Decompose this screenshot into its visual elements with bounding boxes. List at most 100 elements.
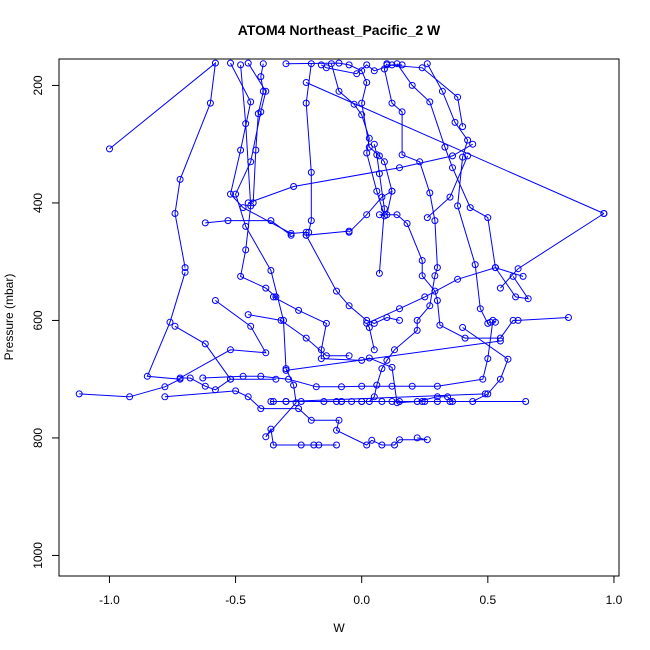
data-point	[272, 375, 280, 383]
data-point	[370, 346, 378, 354]
data-point	[365, 324, 373, 331]
data-point	[262, 284, 270, 292]
data-point	[350, 100, 358, 108]
data-point	[244, 311, 252, 319]
data-point	[345, 302, 353, 310]
data-point	[418, 64, 426, 72]
data-point	[186, 374, 194, 382]
data-point	[249, 199, 257, 207]
x-axis: -1.0 -0.5 0.0 0.5 1.0	[99, 576, 623, 607]
series-line-16	[426, 155, 469, 218]
data-point	[254, 110, 262, 118]
x-tick-label: 0.5	[479, 593, 496, 607]
y-tick-label: 400	[31, 193, 45, 213]
series-line-31	[373, 144, 385, 274]
data-point	[370, 67, 378, 75]
data-point	[413, 316, 421, 324]
series-line-30	[248, 143, 473, 204]
data-point	[408, 81, 416, 89]
data-point	[227, 59, 234, 67]
data-point	[267, 217, 275, 225]
data-point	[433, 393, 441, 401]
data-point	[239, 204, 247, 212]
data-point	[358, 111, 366, 119]
data-point	[491, 318, 499, 326]
data-point	[504, 355, 512, 363]
data-point	[388, 363, 396, 371]
data-point	[363, 211, 371, 219]
x-axis-label: W	[333, 621, 345, 635]
data-point	[370, 140, 378, 148]
data-point	[272, 293, 280, 301]
data-point	[335, 416, 343, 424]
plot-frame	[58, 58, 620, 577]
data-point	[396, 398, 403, 405]
series-line-6	[205, 220, 292, 236]
data-point	[227, 346, 234, 354]
data-point	[161, 383, 169, 391]
data-point	[317, 61, 325, 69]
series-line-3	[178, 300, 267, 391]
data-point	[345, 228, 353, 236]
data-point	[358, 398, 366, 405]
data-point	[317, 346, 325, 354]
data-point	[232, 387, 240, 395]
data-point	[297, 441, 305, 449]
data-point	[290, 183, 298, 190]
data-point	[267, 267, 275, 274]
data-point	[252, 146, 260, 154]
data-point	[161, 393, 169, 401]
data-point	[307, 416, 315, 424]
data-point	[363, 79, 371, 86]
data-point	[421, 398, 429, 405]
data-point	[302, 231, 310, 239]
data-point	[181, 264, 189, 272]
series-line-33	[348, 190, 393, 233]
data-point	[358, 382, 366, 390]
series-line-9	[305, 63, 312, 233]
data-point	[302, 334, 310, 342]
data-point	[257, 405, 265, 413]
data-point	[363, 149, 371, 157]
series-line-14	[426, 63, 491, 325]
data-point	[491, 264, 499, 272]
data-point	[438, 87, 446, 95]
y-tick-label: 200	[31, 75, 45, 95]
data-point	[201, 382, 209, 390]
data-point	[396, 164, 403, 172]
data-point	[320, 398, 328, 405]
series-line-12	[341, 63, 438, 402]
data-point	[338, 383, 345, 391]
data-point	[290, 381, 298, 389]
data-point	[365, 134, 373, 142]
data-point	[418, 272, 426, 280]
series-line-0	[235, 62, 337, 446]
data-point	[373, 151, 381, 159]
data-point	[479, 375, 487, 383]
data-point	[449, 164, 456, 172]
data-point	[237, 146, 245, 154]
data-point	[413, 326, 421, 334]
data-point	[433, 398, 441, 405]
data-point	[257, 73, 265, 81]
data-point	[201, 340, 209, 348]
data-point	[315, 441, 323, 449]
series-line-17	[305, 82, 605, 214]
x-tick-label: -1.0	[99, 593, 120, 607]
data-point	[464, 152, 472, 160]
data-point	[227, 375, 234, 383]
data-point	[509, 316, 517, 324]
data-point	[433, 382, 441, 390]
series-line-15	[500, 213, 605, 289]
data-point	[247, 322, 255, 330]
series-line-23	[285, 393, 486, 402]
data-point	[333, 426, 340, 434]
data-point	[496, 337, 504, 345]
data-point	[365, 354, 373, 362]
data-point	[375, 269, 383, 277]
data-point	[267, 425, 275, 433]
data-point	[454, 202, 462, 210]
data-point	[375, 170, 383, 178]
data-point	[295, 405, 303, 413]
